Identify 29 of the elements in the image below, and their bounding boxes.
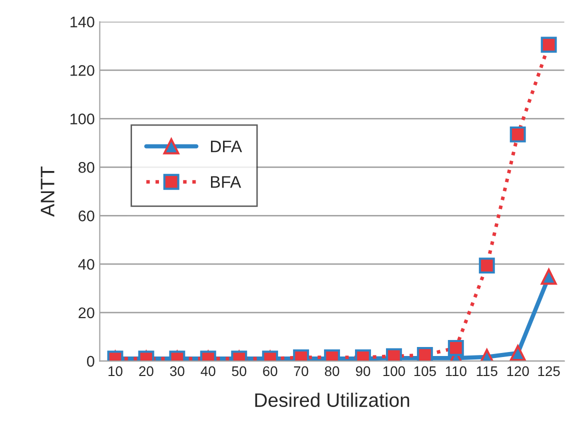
y-tick-label: 60 <box>78 210 94 222</box>
y-tick-label: 100 <box>70 114 94 124</box>
x-tick-label: 125 <box>538 366 560 376</box>
y-tick-label: 120 <box>70 65 94 76</box>
x-tick-label: 50 <box>232 366 246 376</box>
x-tick-label: 120 <box>507 366 529 376</box>
x-tick-label: 100 <box>383 366 406 376</box>
x-tick-label: 90 <box>356 366 370 376</box>
x-tick-label: 115 <box>476 366 498 376</box>
y-tick-label: 20 <box>78 307 94 318</box>
x-tick-label: 60 <box>263 366 278 376</box>
x-tick-label: 110 <box>446 366 466 376</box>
x-tick-label: 80 <box>324 366 340 376</box>
x-tick-label: 10 <box>108 366 122 376</box>
x-tick-label: 20 <box>139 366 154 376</box>
legend-label: BFA <box>211 176 242 188</box>
x-tick-label: 105 <box>414 366 436 376</box>
y-axis-title: ANTT <box>40 166 54 217</box>
y-tick-label: 0 <box>86 356 94 367</box>
legend-label: DFA <box>211 140 242 152</box>
y-tick-label: 80 <box>78 162 94 173</box>
x-tick-label: 30 <box>170 366 184 376</box>
y-tick-label: 40 <box>78 258 94 270</box>
point <box>540 36 557 53</box>
x-tick-label: 70 <box>294 366 308 376</box>
x-axis-title: Desired Utilization <box>255 392 410 408</box>
x-tick-label: 40 <box>200 366 216 376</box>
y-tick-label: 140 <box>70 16 94 28</box>
point <box>510 126 526 142</box>
